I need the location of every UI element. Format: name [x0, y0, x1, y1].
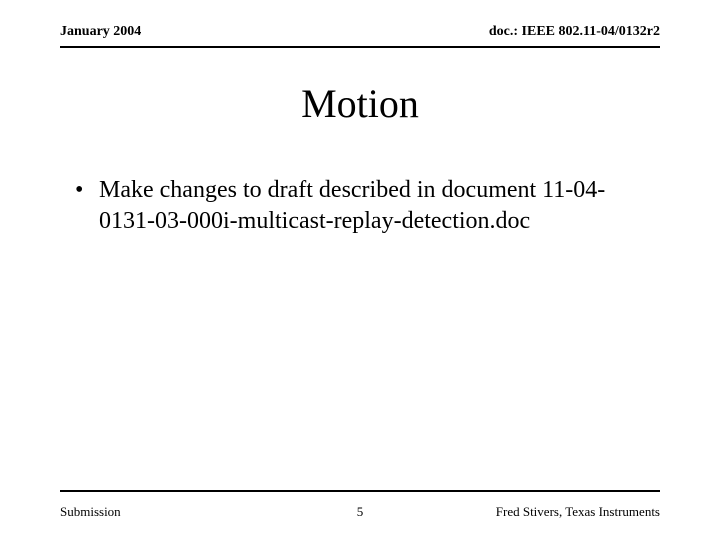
footer-page-number: 5 — [260, 504, 460, 520]
header-doc-id: doc.: IEEE 802.11-04/0132r2 — [489, 24, 660, 40]
header: January 2004 doc.: IEEE 802.11-04/0132r2 — [60, 24, 660, 48]
footer: Submission 5 Fred Stivers, Texas Instrum… — [60, 504, 660, 520]
footer-author: Fred Stivers, Texas Instruments — [460, 504, 660, 520]
footer-rule — [60, 490, 660, 492]
bullet-item: • Make changes to draft described in doc… — [75, 175, 660, 237]
bullet-marker: • — [75, 175, 99, 237]
footer-left: Submission — [60, 504, 260, 520]
bullet-text: Make changes to draft described in docum… — [99, 175, 660, 237]
header-date: January 2004 — [60, 24, 141, 40]
slide-body: • Make changes to draft described in doc… — [75, 175, 660, 237]
slide-title: Motion — [0, 80, 720, 127]
